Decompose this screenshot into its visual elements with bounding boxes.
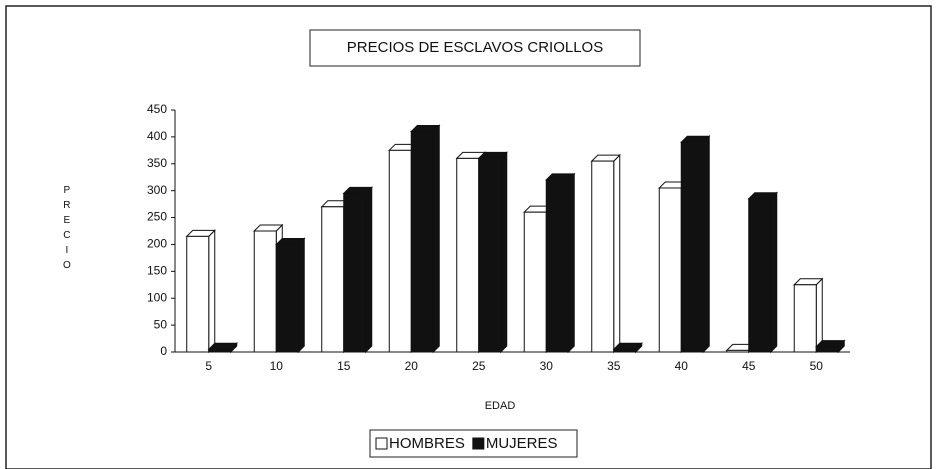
bar <box>208 348 232 353</box>
x-tick-label: 20 <box>405 359 419 373</box>
x-axis-label: EDAD <box>485 400 516 412</box>
x-tick-label: 35 <box>607 359 621 373</box>
bar-side <box>365 186 373 354</box>
bar <box>186 235 210 353</box>
bar-side <box>208 229 216 354</box>
bar <box>456 157 480 353</box>
bar-side <box>432 124 440 354</box>
bar <box>748 198 772 353</box>
legend-label: MUJERES <box>486 435 558 452</box>
x-tick-label: 15 <box>337 359 351 373</box>
y-tick-label: 150 <box>147 264 167 278</box>
y-tick-label: 350 <box>147 156 167 170</box>
legend-label: HOMBRES <box>389 435 465 452</box>
y-tick-label: 50 <box>154 317 168 331</box>
bar-side <box>297 237 305 354</box>
bar <box>275 243 299 353</box>
frame <box>5 5 932 469</box>
bar <box>343 192 367 353</box>
y-tick-label: 100 <box>147 290 167 304</box>
y-tick-label: 400 <box>147 129 167 143</box>
bar-side <box>702 135 710 354</box>
title-box <box>309 29 641 67</box>
x-tick-label: 25 <box>472 359 486 373</box>
bar <box>545 179 569 353</box>
bar <box>388 149 412 353</box>
y-tick-label: 250 <box>147 210 167 224</box>
bar <box>658 187 682 353</box>
bar <box>793 284 817 353</box>
bar <box>726 349 750 353</box>
legend-swatch <box>472 437 485 450</box>
x-tick-label: 30 <box>540 359 554 373</box>
bar-side <box>770 191 778 354</box>
legend-swatch <box>375 437 388 450</box>
y-axis-label: PRECIO <box>61 185 72 275</box>
bar <box>253 230 277 353</box>
x-tick-label: 5 <box>205 359 212 373</box>
bar-side <box>500 151 508 354</box>
y-tick-label: 300 <box>147 183 167 197</box>
bar <box>410 131 434 353</box>
bar-side <box>613 153 621 354</box>
bar <box>523 211 547 353</box>
x-tick-label: 45 <box>742 359 756 373</box>
y-tick-label: 450 <box>147 102 167 116</box>
x-tick-label: 10 <box>270 359 284 373</box>
bar-side <box>567 172 575 354</box>
x-tick-label: 50 <box>810 359 824 373</box>
y-tick-label: 0 <box>160 344 167 358</box>
x-tick-label: 40 <box>675 359 689 373</box>
y-tick-label: 200 <box>147 237 167 251</box>
bar <box>591 160 615 353</box>
bar <box>613 348 637 353</box>
bar <box>321 206 345 353</box>
bar <box>680 141 704 353</box>
bar <box>478 157 502 353</box>
bar <box>815 346 839 353</box>
chart-title: PRECIOS DE ESCLAVOS CRIOLLOS <box>347 39 603 56</box>
